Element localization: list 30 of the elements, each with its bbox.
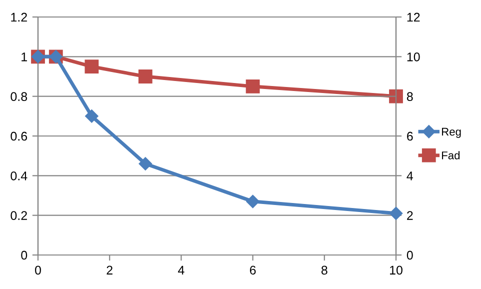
y-tick-label: 1 [22, 52, 27, 62]
x-tick-label: 8 [321, 266, 328, 275]
point [389, 206, 403, 220]
x-tick-label: 4 [178, 266, 184, 274]
point [246, 194, 260, 208]
x-tick-label: 10 [390, 266, 402, 275]
x-tick-label: 6 [250, 266, 256, 275]
y-tick-label: 0 [21, 250, 28, 260]
y-tick-label: 0.2 [10, 211, 27, 220]
point [85, 110, 98, 123]
x-tick-label: 2 [106, 266, 112, 274]
y2-tick-label: 6 [407, 132, 413, 141]
x-tick-label: 0 [35, 266, 41, 275]
y2-tick-label: 8 [406, 92, 413, 101]
point [138, 157, 152, 170]
y2-tick-label: 0 [406, 250, 413, 260]
y-tick-label: 0.6 [10, 132, 28, 141]
y2-tick-label: 2 [407, 211, 413, 220]
y-tick-label: 0.4 [10, 171, 28, 180]
y-tick-label: 1.2 [11, 12, 27, 22]
legend-label: Fad [442, 151, 460, 160]
point [246, 79, 260, 94]
y2-tick-label: 4 [406, 172, 414, 180]
point [138, 70, 152, 84]
point [389, 89, 403, 104]
y-tick-label: 0.8 [10, 92, 28, 101]
y2-tick-label: 10 [407, 52, 420, 62]
legend-label: Reg [442, 128, 461, 138]
y2-tick-label: 12 [407, 12, 420, 22]
point [84, 60, 99, 74]
